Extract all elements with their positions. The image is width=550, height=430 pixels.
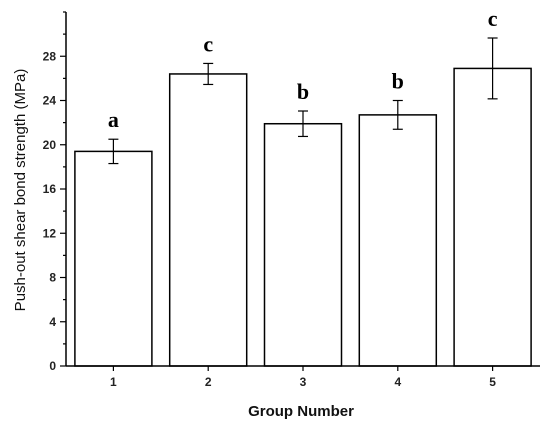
group-letter: b <box>392 69 404 94</box>
x-axis-title: Group Number <box>248 403 354 420</box>
y-tick-label: 16 <box>43 182 57 196</box>
x-tick-label: 1 <box>110 375 117 389</box>
error-bars-group <box>108 37 498 165</box>
group-letter: c <box>203 31 213 56</box>
x-tick-label: 5 <box>489 375 496 389</box>
bar <box>74 150 153 367</box>
y-axis-title: Push-out shear bond strength (MPa) <box>12 69 29 312</box>
group-letter: a <box>108 107 119 132</box>
y-axis-ticks: 0 4 8 12 16 20 24 28 <box>43 11 66 373</box>
y-tick-label: 0 <box>49 359 56 373</box>
x-tick-label: 3 <box>300 375 307 389</box>
group-letters: a c b b c <box>108 6 498 132</box>
error-bar <box>108 138 119 165</box>
error-bar <box>203 62 214 86</box>
y-tick-label: 8 <box>49 271 56 285</box>
error-bar <box>487 37 498 100</box>
bar <box>453 67 532 367</box>
y-tick-label: 24 <box>43 94 57 108</box>
x-tick-label: 4 <box>394 375 401 389</box>
y-tick-label: 12 <box>43 226 57 240</box>
group-letter: c <box>488 6 498 31</box>
group-letter: b <box>297 79 309 104</box>
bar <box>358 114 438 367</box>
error-bar <box>298 110 308 138</box>
x-axis-ticks: 1 2 3 4 5 <box>110 366 496 389</box>
x-tick-label: 2 <box>205 375 212 389</box>
bar <box>263 122 343 367</box>
y-tick-label: 28 <box>43 49 57 63</box>
y-tick-label: 20 <box>43 138 57 152</box>
error-bar <box>392 99 403 130</box>
y-tick-label: 4 <box>49 315 56 329</box>
bar <box>168 73 248 367</box>
